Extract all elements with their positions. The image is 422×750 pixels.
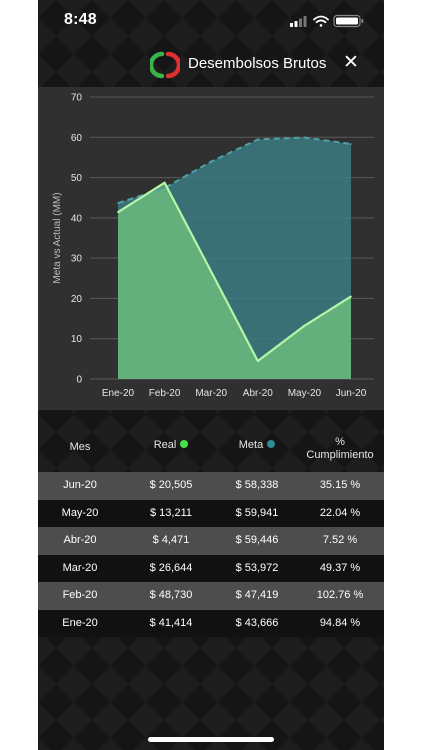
cell-meta: $ 43,666 <box>235 616 279 629</box>
status-bar: 8:48 <box>38 0 384 40</box>
table-header: Mes Real Meta % Cumplimiento <box>38 425 384 471</box>
meta-point <box>303 136 306 139</box>
y-tick-label: 10 <box>71 334 83 345</box>
cell-mes: May-20 <box>61 506 99 519</box>
chart-panel: 0 10 20 30 40 50 60 70 Meta vs Actual (MM) Ene-20… <box>38 87 384 410</box>
status-icons <box>290 14 364 28</box>
meta-point <box>117 202 119 204</box>
real-point <box>350 295 352 298</box>
x-tick-label: Feb-20 <box>149 388 181 399</box>
x-tick-label: Abr-20 <box>243 388 273 399</box>
header: Desembolsos Brutos ✕ <box>38 44 384 84</box>
cell-pct: 94.84 % <box>319 616 361 629</box>
real-line <box>117 181 352 363</box>
table-body: Jun-20 $ 20,505 $ 58,338 35.15 % May-20 $ 13,… <box>38 472 384 637</box>
table-row: Mar-20 $ 26,644 $ 53,972 49.37 % <box>38 554 384 582</box>
cell-real: $ 41,414 <box>149 616 193 629</box>
cell-real: $ 48,730 <box>149 589 193 601</box>
cell-real: $ 4,471 <box>152 534 190 546</box>
x-tick-label: May-20 <box>288 388 322 399</box>
cell-pct: 35.15 % <box>319 479 361 491</box>
brand-logo-icon <box>150 51 180 79</box>
x-tick-label: Ene-20 <box>102 388 135 399</box>
cell-mes: Feb-20 <box>62 589 98 601</box>
cell-meta: $ 58,338 <box>235 479 279 491</box>
table-row: May-20 $ 13,211 $ 59,941 22.04 % <box>38 499 384 527</box>
cell-pct: 22.04 % <box>319 506 361 519</box>
meta-point <box>163 187 166 189</box>
column-header-mes: Mes <box>69 441 91 453</box>
column-header-pct-symbol: % <box>335 436 345 448</box>
home-indicator[interactable] <box>148 737 274 742</box>
cell-real: $ 13,211 <box>149 506 192 519</box>
y-axis-label: Meta vs Actual (MM) <box>52 192 63 283</box>
meta-point <box>350 143 352 145</box>
status-time: 8:48 <box>64 11 97 28</box>
table-row: Abr-20 $ 4,471 $ 59,446 7.52 % <box>38 527 384 555</box>
real-point <box>303 324 306 327</box>
y-tick-label: 40 <box>71 213 83 224</box>
battery-icon <box>333 14 364 28</box>
real-point <box>257 360 259 362</box>
column-header-pct-label: Cumplimiento <box>306 449 374 461</box>
x-tick-label: Jun-20 <box>336 388 367 399</box>
column-header-meta-label: Meta <box>238 439 264 451</box>
meta-point <box>257 138 259 141</box>
table-row: Feb-20 $ 48,730 $ 47,419 102.76 % <box>38 582 384 610</box>
cell-mes: Mar-20 <box>62 561 98 574</box>
cell-mes: Jun-20 <box>63 479 97 491</box>
cell-real: $ 26,644 <box>149 561 193 574</box>
page-title: Desembolsos Brutos <box>188 55 327 72</box>
area-chart: 0 10 20 30 40 50 60 70 Meta vs Actual (MM) Ene-20… <box>52 93 374 399</box>
cell-meta: $ 59,446 <box>235 534 279 546</box>
y-tick-label: 30 <box>71 254 83 265</box>
signal-icon <box>290 16 307 27</box>
real-point <box>117 211 119 213</box>
cell-real: $ 20,505 <box>149 479 193 491</box>
cell-mes: Abr-20 <box>63 534 97 546</box>
x-tick-label: Mar-20 <box>195 388 227 399</box>
cell-mes: Ene-20 <box>62 616 98 629</box>
table-row: Ene-20 $ 41,414 $ 43,666 94.84 % <box>38 609 384 637</box>
cell-meta: $ 53,972 <box>235 561 279 574</box>
column-header-real: Real <box>134 439 208 451</box>
close-button[interactable]: ✕ <box>343 52 359 73</box>
wifi-icon <box>313 15 329 27</box>
cell-meta: $ 59,941 <box>235 506 279 519</box>
real-point <box>210 270 212 273</box>
cell-pct: 49.37 % <box>319 561 361 574</box>
table-row: Jun-20 $ 20,505 $ 58,338 35.15 % <box>38 472 384 500</box>
cell-pct: 7.52 % <box>322 534 358 546</box>
y-tick-label: 60 <box>71 133 83 144</box>
cell-meta: $ 47,419 <box>235 589 279 601</box>
column-header-real-label: Real <box>153 439 177 451</box>
y-tick-label: 50 <box>71 173 83 184</box>
y-tick-label: 20 <box>71 294 83 305</box>
meta-point <box>210 160 212 163</box>
column-header-cumplimiento: % Cumplimiento <box>300 436 380 462</box>
real-legend-dot <box>180 440 189 448</box>
real-area <box>118 182 351 379</box>
y-tick-label: 70 <box>71 93 83 104</box>
cell-pct: 102.76 % <box>316 589 364 601</box>
column-header-meta: Meta <box>220 439 294 451</box>
meta-legend-dot <box>267 440 276 448</box>
phone-screen: 8:48 Desembolsos Brutos <box>38 0 384 750</box>
meta-line <box>117 136 352 205</box>
real-point <box>163 181 166 184</box>
y-tick-label: 0 <box>76 375 82 386</box>
